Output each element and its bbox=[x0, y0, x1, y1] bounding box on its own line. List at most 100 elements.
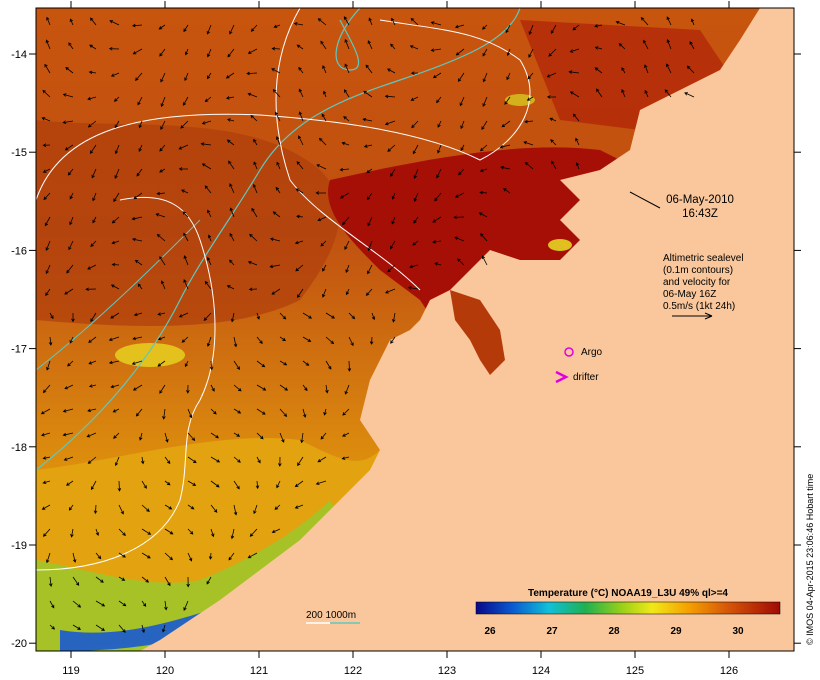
velocity-arrow bbox=[233, 480, 240, 490]
velocity-arrow bbox=[640, 16, 649, 26]
velocity-arrow bbox=[482, 255, 488, 266]
velocity-arrow bbox=[455, 48, 465, 56]
velocity-arrow bbox=[134, 259, 143, 266]
velocity-arrow bbox=[365, 64, 373, 74]
velocity-arrow bbox=[339, 167, 350, 172]
velocity-arrow bbox=[114, 144, 120, 155]
velocity-arrow bbox=[302, 408, 307, 418]
velocity-arrow bbox=[460, 144, 465, 152]
velocity-arrow bbox=[316, 164, 327, 170]
velocity-arrow bbox=[500, 165, 511, 170]
velocity-arrow bbox=[141, 480, 147, 489]
velocity-arrow bbox=[295, 188, 304, 194]
velocity-arrow bbox=[227, 48, 235, 58]
velocity-arrow bbox=[367, 216, 373, 227]
velocity-arrow bbox=[343, 89, 350, 98]
velocity-arrow bbox=[664, 89, 672, 98]
velocity-arrow bbox=[644, 89, 649, 98]
velocity-arrow bbox=[410, 17, 419, 26]
velocity-arrow bbox=[160, 280, 166, 290]
velocity-arrow bbox=[454, 192, 465, 198]
velocity-arrow bbox=[325, 384, 329, 394]
velocity-arrow bbox=[392, 312, 396, 323]
velocity-arrow bbox=[321, 113, 327, 122]
velocity-arrow bbox=[201, 163, 212, 170]
velocity-arrow bbox=[413, 192, 419, 202]
velocity-arrow bbox=[69, 216, 74, 226]
velocity-arrow bbox=[210, 456, 221, 463]
velocity-arrow bbox=[183, 600, 189, 611]
velocity-arrow bbox=[113, 432, 120, 439]
velocity-arrow bbox=[618, 43, 626, 50]
velocity-arrow bbox=[206, 576, 212, 585]
velocity-arrow bbox=[108, 46, 120, 51]
x-tick-label: 120 bbox=[156, 665, 174, 677]
velocity-arrow bbox=[453, 215, 465, 220]
velocity-arrow bbox=[42, 168, 51, 173]
x-tick-label: 124 bbox=[532, 665, 550, 677]
velocity-arrow bbox=[551, 160, 557, 170]
velocity-arrow bbox=[157, 312, 166, 316]
velocity-arrow bbox=[208, 552, 213, 560]
velocity-arrow bbox=[44, 63, 51, 74]
velocity-arrow bbox=[229, 24, 235, 35]
velocity-arrow bbox=[478, 212, 488, 218]
velocity-arrow bbox=[112, 408, 120, 413]
velocity-arrow bbox=[569, 91, 580, 98]
velocity-arrow bbox=[684, 92, 695, 98]
sealevel-contour bbox=[36, 19, 531, 201]
velocity-arrow bbox=[160, 96, 166, 108]
velocity-arrow bbox=[118, 624, 126, 633]
velocity-arrow bbox=[295, 264, 304, 272]
velocity-arrow bbox=[178, 312, 189, 318]
velocity-arrow bbox=[207, 209, 212, 218]
legend-line-1: Altimetric sealevel bbox=[663, 253, 744, 264]
velocity-arrow bbox=[233, 336, 238, 348]
velocity-arrow bbox=[180, 120, 189, 129]
velocity-arrow bbox=[278, 456, 282, 467]
velocity-arrow bbox=[62, 408, 74, 413]
velocity-arrow bbox=[88, 70, 97, 75]
velocity-arrow bbox=[344, 38, 350, 50]
y-tick-label: -14 bbox=[11, 49, 27, 61]
velocity-arrow bbox=[621, 67, 626, 74]
velocity-arrow bbox=[323, 408, 327, 416]
velocity-arrow bbox=[87, 408, 97, 413]
velocity-arrow bbox=[181, 336, 189, 343]
velocity-arrow bbox=[210, 432, 219, 439]
velocity-arrow bbox=[67, 168, 74, 176]
velocity-arrow bbox=[69, 192, 74, 200]
velocity-arrow bbox=[187, 480, 197, 486]
velocity-arrow bbox=[362, 117, 373, 122]
y-tick-label: -18 bbox=[11, 442, 27, 454]
velocity-arrow bbox=[48, 336, 53, 346]
velocity-arrow bbox=[459, 96, 465, 107]
velocity-arrow bbox=[111, 240, 120, 245]
warm-patch-yellow bbox=[115, 343, 185, 367]
velocity-arrow bbox=[186, 384, 190, 394]
velocity-arrow bbox=[276, 480, 281, 489]
velocity-arrow bbox=[132, 336, 143, 341]
velocity-arrow bbox=[411, 120, 419, 129]
velocity-arrow bbox=[140, 456, 145, 465]
velocity-arrow bbox=[548, 48, 557, 57]
velocity-arrow bbox=[615, 20, 626, 26]
velocity-arrow bbox=[481, 24, 488, 30]
velocity-arrow bbox=[117, 480, 122, 492]
velocity-arrow bbox=[479, 168, 488, 173]
velocity-arrow bbox=[413, 168, 419, 179]
isobath-contour-3 bbox=[36, 219, 201, 371]
velocity-arrow bbox=[390, 168, 396, 177]
velocity-arrow bbox=[256, 312, 260, 320]
sea-hot-pool bbox=[328, 147, 640, 330]
velocity-arrow bbox=[546, 95, 557, 99]
velocity-arrow bbox=[325, 312, 336, 319]
velocity-arrow bbox=[204, 96, 212, 103]
velocity-arrow bbox=[49, 600, 55, 609]
velocity-arrow bbox=[133, 312, 143, 317]
velocity-arrow bbox=[210, 480, 220, 488]
velocity-arrow bbox=[594, 46, 603, 50]
velocity-arrow bbox=[432, 240, 442, 244]
map-date: 06-May-2010 bbox=[666, 194, 734, 206]
velocity-arrow bbox=[45, 39, 51, 50]
